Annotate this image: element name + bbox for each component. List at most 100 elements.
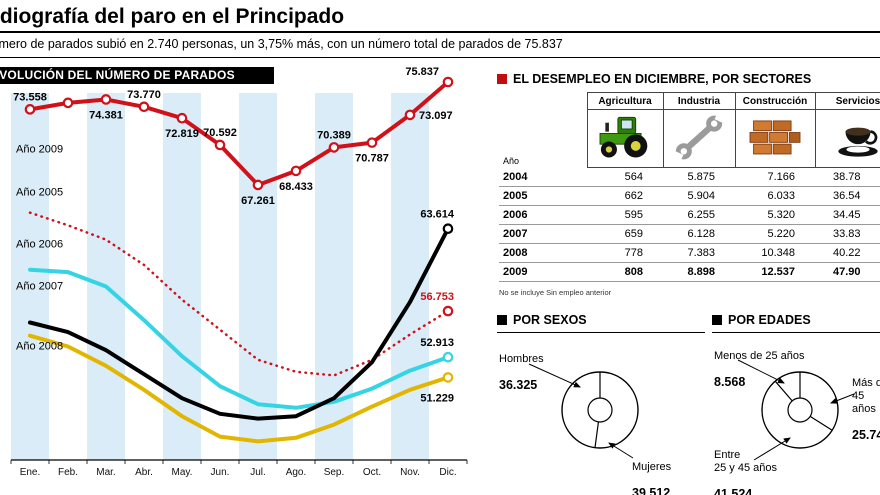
data-point-label: 73.097 — [419, 110, 453, 122]
sectors-table-row: 2004 564 5.875 7.166 38.78 — [499, 168, 880, 187]
header-rule — [0, 31, 880, 33]
sector-value-cell: 8.898 — [687, 266, 715, 278]
data-point-marker — [442, 351, 454, 363]
data-point-marker — [442, 372, 454, 383]
sector-value-cell: 38.78 — [833, 171, 861, 183]
series-line-a-o-2007 — [28, 226, 450, 421]
between-25-45-label-block: Entre 25 y 45 años 41.524 — [714, 436, 777, 495]
year-cell: 2009 — [503, 266, 528, 278]
coffee-cup-icon — [838, 127, 878, 157]
data-point-label: 73.770 — [127, 89, 161, 101]
series-end-label: 52.913 — [420, 337, 454, 349]
month-label: Abr. — [135, 467, 153, 478]
callout-line — [830, 393, 855, 404]
data-point-marker — [138, 101, 150, 113]
sector-value-cell: 808 — [624, 266, 643, 278]
over-45-value: 25.745 — [852, 428, 880, 442]
hombres-label: Hombres — [499, 353, 544, 365]
month-label: Nov. — [400, 467, 420, 478]
evolution-heading-banner: EVOLUCIÓN DEL NÚMERO DE PARADOS — [0, 67, 274, 84]
black-square-bullet — [712, 315, 722, 325]
callout-line — [608, 442, 634, 459]
sector-value-cell: 5.904 — [687, 190, 715, 202]
year-cell: 2005 — [503, 190, 528, 202]
sectors-heading-row: EL DESEMPLEO EN DICIEMBRE, POR SECTORES — [497, 72, 811, 86]
under-25-label: Menos de 25 años — [714, 350, 805, 362]
sector-header-spacer — [499, 93, 587, 110]
sectors-table-row: 2009 808 8.898 12.537 47.90 — [499, 263, 880, 282]
year-cell: 2004 — [503, 170, 528, 183]
data-point-marker — [442, 305, 454, 317]
data-point-marker — [404, 109, 416, 121]
month-label: May. — [172, 467, 193, 478]
donut-divider — [809, 415, 833, 431]
mujeres-value: 39.512 — [632, 486, 671, 495]
chart-stripe — [11, 93, 49, 460]
sector-value-cell: 7.166 — [767, 171, 795, 183]
sector-value-cell: 564 — [624, 171, 643, 183]
sectors-table-row: 2006 595 6.255 5.320 34.45 — [499, 206, 880, 225]
series-name-a-o-2008: Año 2008 — [16, 341, 63, 353]
sector-icon-cell — [662, 109, 736, 168]
sector-value-cell: 36.54 — [833, 190, 861, 202]
red-square-bullet — [497, 74, 507, 84]
year-cell: 2008 — [503, 247, 528, 259]
sectors-table-row: 2008 778 7.383 10.348 40.22 — [499, 244, 880, 263]
under-25-value: 8.568 — [714, 375, 746, 389]
over-45-label-block: Más de 45 años 25.745 — [852, 364, 880, 455]
subtitle: El número de parados subió en 2.740 pers… — [0, 37, 563, 51]
sector-value-cell: 10.348 — [761, 247, 795, 259]
sector-value-cell: 47.90 — [833, 266, 861, 278]
month-label: Feb. — [58, 467, 78, 478]
by-sex-donut-chart — [528, 363, 639, 459]
sectors-heading: EL DESEMPLEO EN DICIEMBRE, POR SECTORES — [513, 72, 812, 86]
by-age-heading: POR EDADES — [728, 313, 811, 327]
between-25-45-value: 41.524 — [714, 487, 753, 495]
data-point-label: 70.787 — [355, 153, 389, 165]
sector-value-cell: 7.383 — [687, 247, 715, 259]
mujeres-label-block: Mujeres 39.512 — [632, 448, 671, 495]
mujeres-label: Mujeres — [632, 461, 672, 473]
hombres-value: 36.325 — [499, 378, 538, 392]
by-age-heading-row: POR EDADES — [712, 313, 880, 333]
data-point-label: 68.433 — [279, 181, 313, 193]
sectors-table-body: 2004 564 5.875 7.166 38.78 2005 662 5.904 6.033 3… — [499, 168, 880, 282]
donut-divider — [774, 380, 793, 402]
sector-icons-row: Año — [499, 109, 880, 168]
data-point-label: 75.837 — [405, 66, 439, 78]
sector-column-header: Industria — [662, 92, 736, 110]
sector-column-header: Servicios — [814, 92, 880, 110]
sector-value-cell: 33.83 — [833, 228, 861, 240]
month-label: Jul. — [250, 467, 266, 478]
data-point-label: 72.819 — [165, 128, 199, 140]
sectors-table-row: 2005 662 5.904 6.033 36.54 — [499, 187, 880, 206]
black-square-bullet — [497, 315, 507, 325]
month-label: Mar. — [96, 467, 115, 478]
sector-value-cell: 662 — [624, 190, 643, 202]
over-45-label: Más de 45 años — [852, 377, 880, 415]
series-line-a-o-2006 — [28, 267, 450, 410]
wrench-icon — [669, 111, 729, 163]
series-name-a-o-2007: Año 2007 — [16, 281, 63, 293]
sector-value-cell: 659 — [624, 228, 643, 240]
by-sex-heading-row: POR SEXOS — [497, 313, 705, 333]
sector-icon-cell — [586, 109, 664, 168]
data-point-marker — [214, 139, 226, 151]
series-line-a-o-2008 — [28, 333, 450, 444]
sector-value-cell: 5.320 — [767, 209, 795, 221]
callout-line — [737, 359, 785, 384]
sector-value-cell: 12.537 — [761, 266, 795, 278]
data-point-marker — [62, 97, 74, 109]
data-point-marker — [100, 94, 112, 105]
sectors-table-row: 2007 659 6.128 5.220 33.83 — [499, 225, 880, 244]
sector-value-cell: 6.128 — [687, 228, 715, 240]
series-end-label: 56.753 — [420, 291, 454, 303]
month-label: Sep. — [324, 467, 345, 478]
year-column-header: Año — [503, 155, 520, 166]
sectors-footnote: No se incluye Sin empleo anterior — [499, 288, 612, 297]
sector-value-cell: 6.255 — [687, 209, 715, 221]
data-point-label: 70.389 — [317, 129, 351, 141]
donut-divider — [594, 421, 600, 448]
data-point-label: 73.558 — [13, 91, 47, 103]
data-point-label: 70.592 — [203, 127, 237, 139]
